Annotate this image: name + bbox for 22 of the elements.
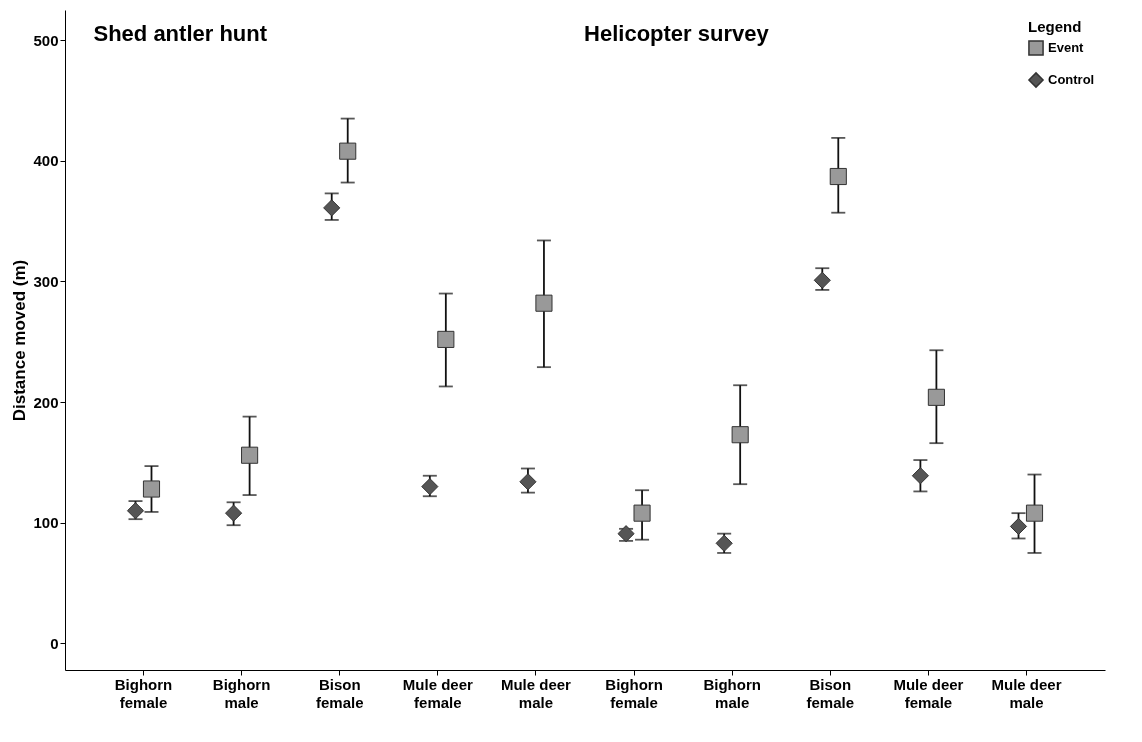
x-tick-label: Mule deer male (991, 675, 1062, 711)
legend-label: Event (1048, 40, 1085, 55)
x-tick-label: Bighorn male (703, 675, 761, 711)
x-tick-label: Bighorn female (605, 675, 663, 711)
x-tick-label: Mule deer female (402, 675, 473, 711)
y-tick-label: 400 (33, 152, 59, 170)
x-tick-label: Bison female (806, 675, 855, 711)
x-tick-label: Bighorn female (114, 675, 173, 711)
y-tick-label: 100 (33, 514, 59, 532)
x-tick-label: Bison female (315, 675, 364, 711)
legend-title: Legend (1028, 18, 1082, 35)
y-axis-title: Distance moved (m) (10, 259, 30, 422)
x-tick-label: Mule deer male (500, 675, 572, 711)
y-tick-label: 200 (33, 393, 59, 411)
annotation: Helicopter survey (584, 21, 770, 46)
y-tick-label: 0 (50, 634, 59, 652)
annotation: Shed antler hunt (93, 21, 268, 46)
legend-label: Control (1048, 72, 1095, 87)
y-tick-label: 300 (33, 272, 59, 290)
x-tick-label: Bighorn male (212, 675, 271, 711)
y-tick-label: 500 (33, 31, 59, 49)
x-tick-label: Mule deer female (893, 675, 964, 711)
